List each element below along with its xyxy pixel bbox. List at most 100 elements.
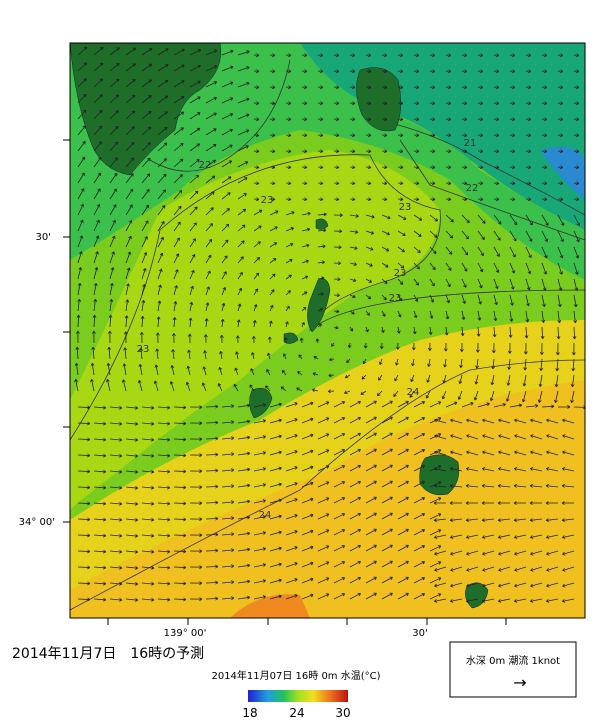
current-arrow: [562, 534, 575, 539]
current-arrow: [91, 346, 96, 360]
current-arrow: [141, 566, 155, 570]
current-arrow: [312, 372, 319, 376]
current-arrow: [157, 284, 162, 296]
current-arrow: [285, 149, 292, 154]
current-arrow: [141, 157, 151, 168]
current-arrow: [93, 204, 101, 216]
current-arrow: [93, 109, 103, 120]
current-arrow: [74, 362, 79, 376]
current-arrow: [301, 465, 314, 472]
current-arrow: [285, 165, 292, 170]
current-arrow: [157, 581, 171, 586]
current-arrow: [77, 46, 88, 56]
current-arrow: [397, 149, 404, 154]
current-arrow: [427, 342, 432, 351]
current-arrow: [333, 277, 341, 282]
current-arrow: [365, 85, 372, 90]
current-arrow: [221, 564, 235, 568]
current-arrow: [317, 276, 325, 281]
current-arrow: [481, 501, 495, 505]
current-arrow: [317, 212, 327, 217]
current-arrow: [205, 238, 213, 248]
current-arrow: [93, 251, 99, 264]
current-arrow: [157, 533, 171, 538]
current-arrow: [445, 230, 454, 239]
current-arrow: [221, 287, 227, 296]
current-arrow: [361, 374, 367, 380]
current-arrow: [297, 371, 303, 376]
current-arrow: [397, 230, 406, 236]
current-arrow: [221, 176, 232, 184]
current-arrow: [450, 534, 463, 539]
current-arrow: [557, 197, 564, 202]
current-arrow: [299, 337, 304, 344]
current-arrow: [141, 63, 153, 72]
current-arrow: [525, 214, 533, 226]
current-arrow: [329, 357, 335, 362]
current-arrow: [466, 434, 479, 440]
current-arrow: [189, 238, 196, 248]
current-arrow: [333, 529, 346, 536]
lat-label: 30': [36, 232, 51, 243]
current-arrow: [445, 149, 452, 154]
current-arrow: [77, 93, 87, 104]
current-arrow: [333, 417, 346, 424]
current-arrow: [269, 101, 276, 106]
current-arrow: [125, 299, 130, 312]
current-arrow: [509, 165, 516, 170]
current-arrow: [157, 421, 171, 426]
current-arrow: [573, 246, 580, 259]
current-arrow: [481, 484, 495, 488]
current-arrow: [349, 496, 361, 504]
current-arrow: [109, 94, 120, 104]
current-arrow: [546, 434, 559, 440]
current-arrow: [269, 85, 276, 90]
current-arrow: [429, 401, 442, 408]
current-arrow: [333, 561, 346, 568]
current-arrow: [541, 133, 548, 138]
current-arrow: [381, 576, 393, 584]
current-arrow: [541, 246, 548, 259]
current-arrow: [477, 230, 485, 240]
current-arrow: [157, 158, 167, 168]
current-arrow: [93, 485, 107, 490]
current-arrow: [529, 598, 543, 603]
current-arrow: [410, 374, 415, 383]
current-arrow: [349, 101, 356, 106]
current-arrow: [381, 69, 388, 74]
current-arrow: [541, 278, 547, 291]
current-arrow: [157, 485, 171, 490]
current-arrow: [509, 310, 514, 322]
current-arrow: [333, 53, 340, 58]
current-arrow: [77, 282, 82, 296]
current-arrow: [381, 326, 385, 334]
current-arrow: [269, 594, 282, 600]
current-arrow: [93, 533, 107, 538]
current-arrow: [541, 117, 548, 122]
current-arrow: [77, 549, 91, 554]
current-arrow: [173, 64, 185, 72]
current-arrow: [445, 246, 453, 255]
current-arrow: [157, 79, 169, 88]
current-arrow: [301, 291, 308, 296]
current-arrow: [541, 181, 548, 186]
current-arrow: [460, 326, 465, 337]
current-arrow: [413, 400, 426, 408]
current-arrow: [509, 197, 516, 202]
current-arrow: [317, 149, 324, 154]
current-arrow: [317, 465, 330, 472]
current-arrow: [541, 294, 546, 307]
current-arrow: [441, 390, 447, 400]
current-arrow: [493, 149, 500, 154]
current-arrow: [365, 592, 377, 600]
current-arrow: [189, 143, 201, 152]
current-arrow: [269, 498, 282, 504]
current-arrow: [525, 181, 532, 186]
current-arrow: [173, 285, 178, 296]
current-arrow: [482, 534, 495, 539]
current-arrow: [466, 534, 479, 539]
colorbar: [248, 690, 348, 702]
current-arrow: [237, 451, 251, 456]
current-arrow: [141, 518, 155, 522]
current-arrow: [349, 544, 361, 552]
